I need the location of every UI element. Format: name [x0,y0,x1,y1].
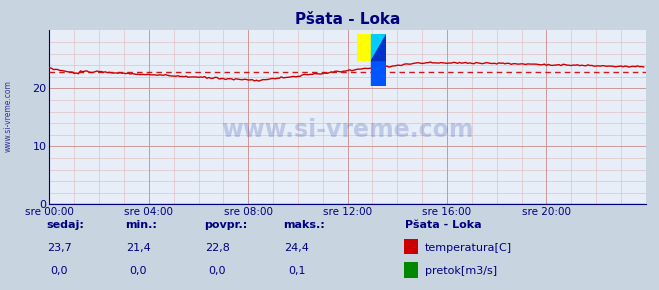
Title: Pšata - Loka: Pšata - Loka [295,12,400,26]
Polygon shape [372,34,386,60]
Text: 0,0: 0,0 [51,266,68,276]
Text: 0,1: 0,1 [288,266,305,276]
Bar [357,34,372,60]
Text: 21,4: 21,4 [126,243,151,253]
Text: www.si-vreme.com: www.si-vreme.com [4,80,13,152]
Text: 0,0: 0,0 [209,266,226,276]
Text: pretok[m3/s]: pretok[m3/s] [425,266,497,276]
Text: min.:: min.: [125,220,157,230]
Polygon shape [372,34,386,60]
Text: povpr.:: povpr.: [204,220,248,230]
Text: 24,4: 24,4 [284,243,309,253]
Text: 22,8: 22,8 [205,243,230,253]
Text: 23,7: 23,7 [47,243,72,253]
Text: maks.:: maks.: [283,220,325,230]
Text: sedaj:: sedaj: [46,220,84,230]
Polygon shape [372,60,386,86]
Text: 0,0: 0,0 [130,266,147,276]
Text: temperatura[C]: temperatura[C] [425,243,512,253]
Text: Pšata - Loka: Pšata - Loka [405,220,482,230]
Text: www.si-vreme.com: www.si-vreme.com [221,118,474,142]
